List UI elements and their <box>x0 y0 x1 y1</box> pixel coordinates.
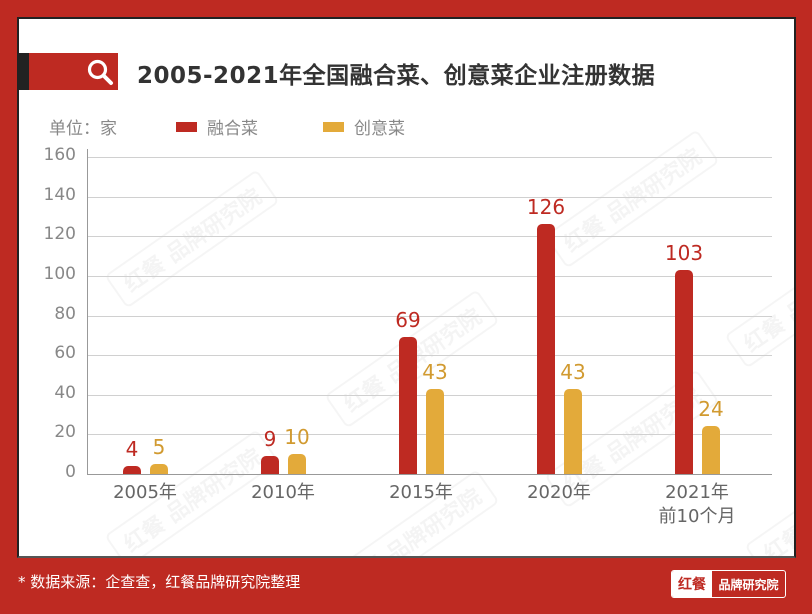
data-source-note: * 数据来源：企查查，红餐品牌研究院整理 <box>18 573 301 591</box>
bar-value-label: 5 <box>152 435 166 460</box>
watermark: 红餐 品牌研究院 <box>724 229 794 369</box>
y-tick-label: 160 <box>43 145 76 165</box>
gridline <box>87 157 772 158</box>
gridline <box>87 196 772 198</box>
chart-title: 2005-2021年全国融合菜、创意菜企业注册数据 <box>137 63 656 89</box>
bar-creative <box>564 388 582 474</box>
bar-fusion <box>675 269 693 474</box>
x-tick-label: 2005年 <box>113 482 177 503</box>
bar-creative <box>150 464 168 474</box>
y-tick-label: 140 <box>43 184 76 205</box>
bar-fusion <box>261 456 279 474</box>
legend-swatch-series2 <box>323 121 344 132</box>
x-tick-label: 2020年 <box>527 482 591 503</box>
x-axis <box>87 474 772 475</box>
x-tick-label: 2010年 <box>251 482 315 503</box>
watermark: 红餐 品牌研究院 <box>104 169 280 309</box>
gridline <box>87 355 772 357</box>
bar-value-label: 9 <box>263 427 277 452</box>
chart-panel: 2005-2021年全国融合菜、创意菜企业注册数据 单位：家 融合菜 创意菜 红… <box>17 17 796 558</box>
logo-brand-name: 红餐 <box>672 571 712 597</box>
bar-creative <box>702 426 720 474</box>
gridline <box>87 275 772 277</box>
bar-value-label: 4 <box>125 437 139 462</box>
y-tick-label: 120 <box>43 224 76 245</box>
bar-creative <box>426 388 444 474</box>
gridline <box>87 315 772 317</box>
y-axis <box>87 149 88 474</box>
legend-label-series2: 创意菜 <box>354 119 405 139</box>
bar-creative <box>288 454 306 474</box>
title-tab <box>19 53 118 90</box>
title-tab-accent <box>19 53 29 90</box>
legend-label-series1: 融合菜 <box>207 119 258 139</box>
bar-value-label: 126 <box>526 195 566 220</box>
y-tick-label: 60 <box>54 343 76 364</box>
bar-value-label: 69 <box>395 308 421 333</box>
x-tick-label: 2021年 前10个月 <box>658 482 736 527</box>
gridline <box>87 236 772 238</box>
bar-fusion <box>123 466 141 474</box>
y-tick-label: 100 <box>43 263 76 284</box>
bar-value-label: 103 <box>664 240 704 265</box>
logo-brand-suffix: 品牌研究院 <box>718 577 779 592</box>
bar-value-label: 10 <box>284 425 310 450</box>
y-tick-label: 80 <box>54 303 76 324</box>
legend-item-series1: 融合菜 <box>176 114 258 139</box>
bar-value-label: 43 <box>422 359 448 384</box>
legend-item-series2: 创意菜 <box>323 114 405 139</box>
bar-value-label: 24 <box>698 397 724 422</box>
brand-logo: 红餐 品牌研究院 <box>671 570 786 598</box>
bar-chart: 红餐 品牌研究院红餐 品牌研究院红餐 品牌研究院红餐 品牌研究院红餐 品牌研究院… <box>19 19 794 556</box>
x-tick-label: 2015年 <box>389 482 453 503</box>
bar-value-label: 43 <box>560 359 586 384</box>
bar-fusion <box>399 337 417 474</box>
y-tick-label: 0 <box>65 462 76 482</box>
y-tick-label: 40 <box>54 382 76 403</box>
unit-label: 单位：家 <box>49 119 117 139</box>
search-icon <box>87 59 113 85</box>
y-tick-label: 20 <box>54 422 76 443</box>
bar-fusion <box>537 224 555 474</box>
legend-swatch-series1 <box>176 121 197 132</box>
